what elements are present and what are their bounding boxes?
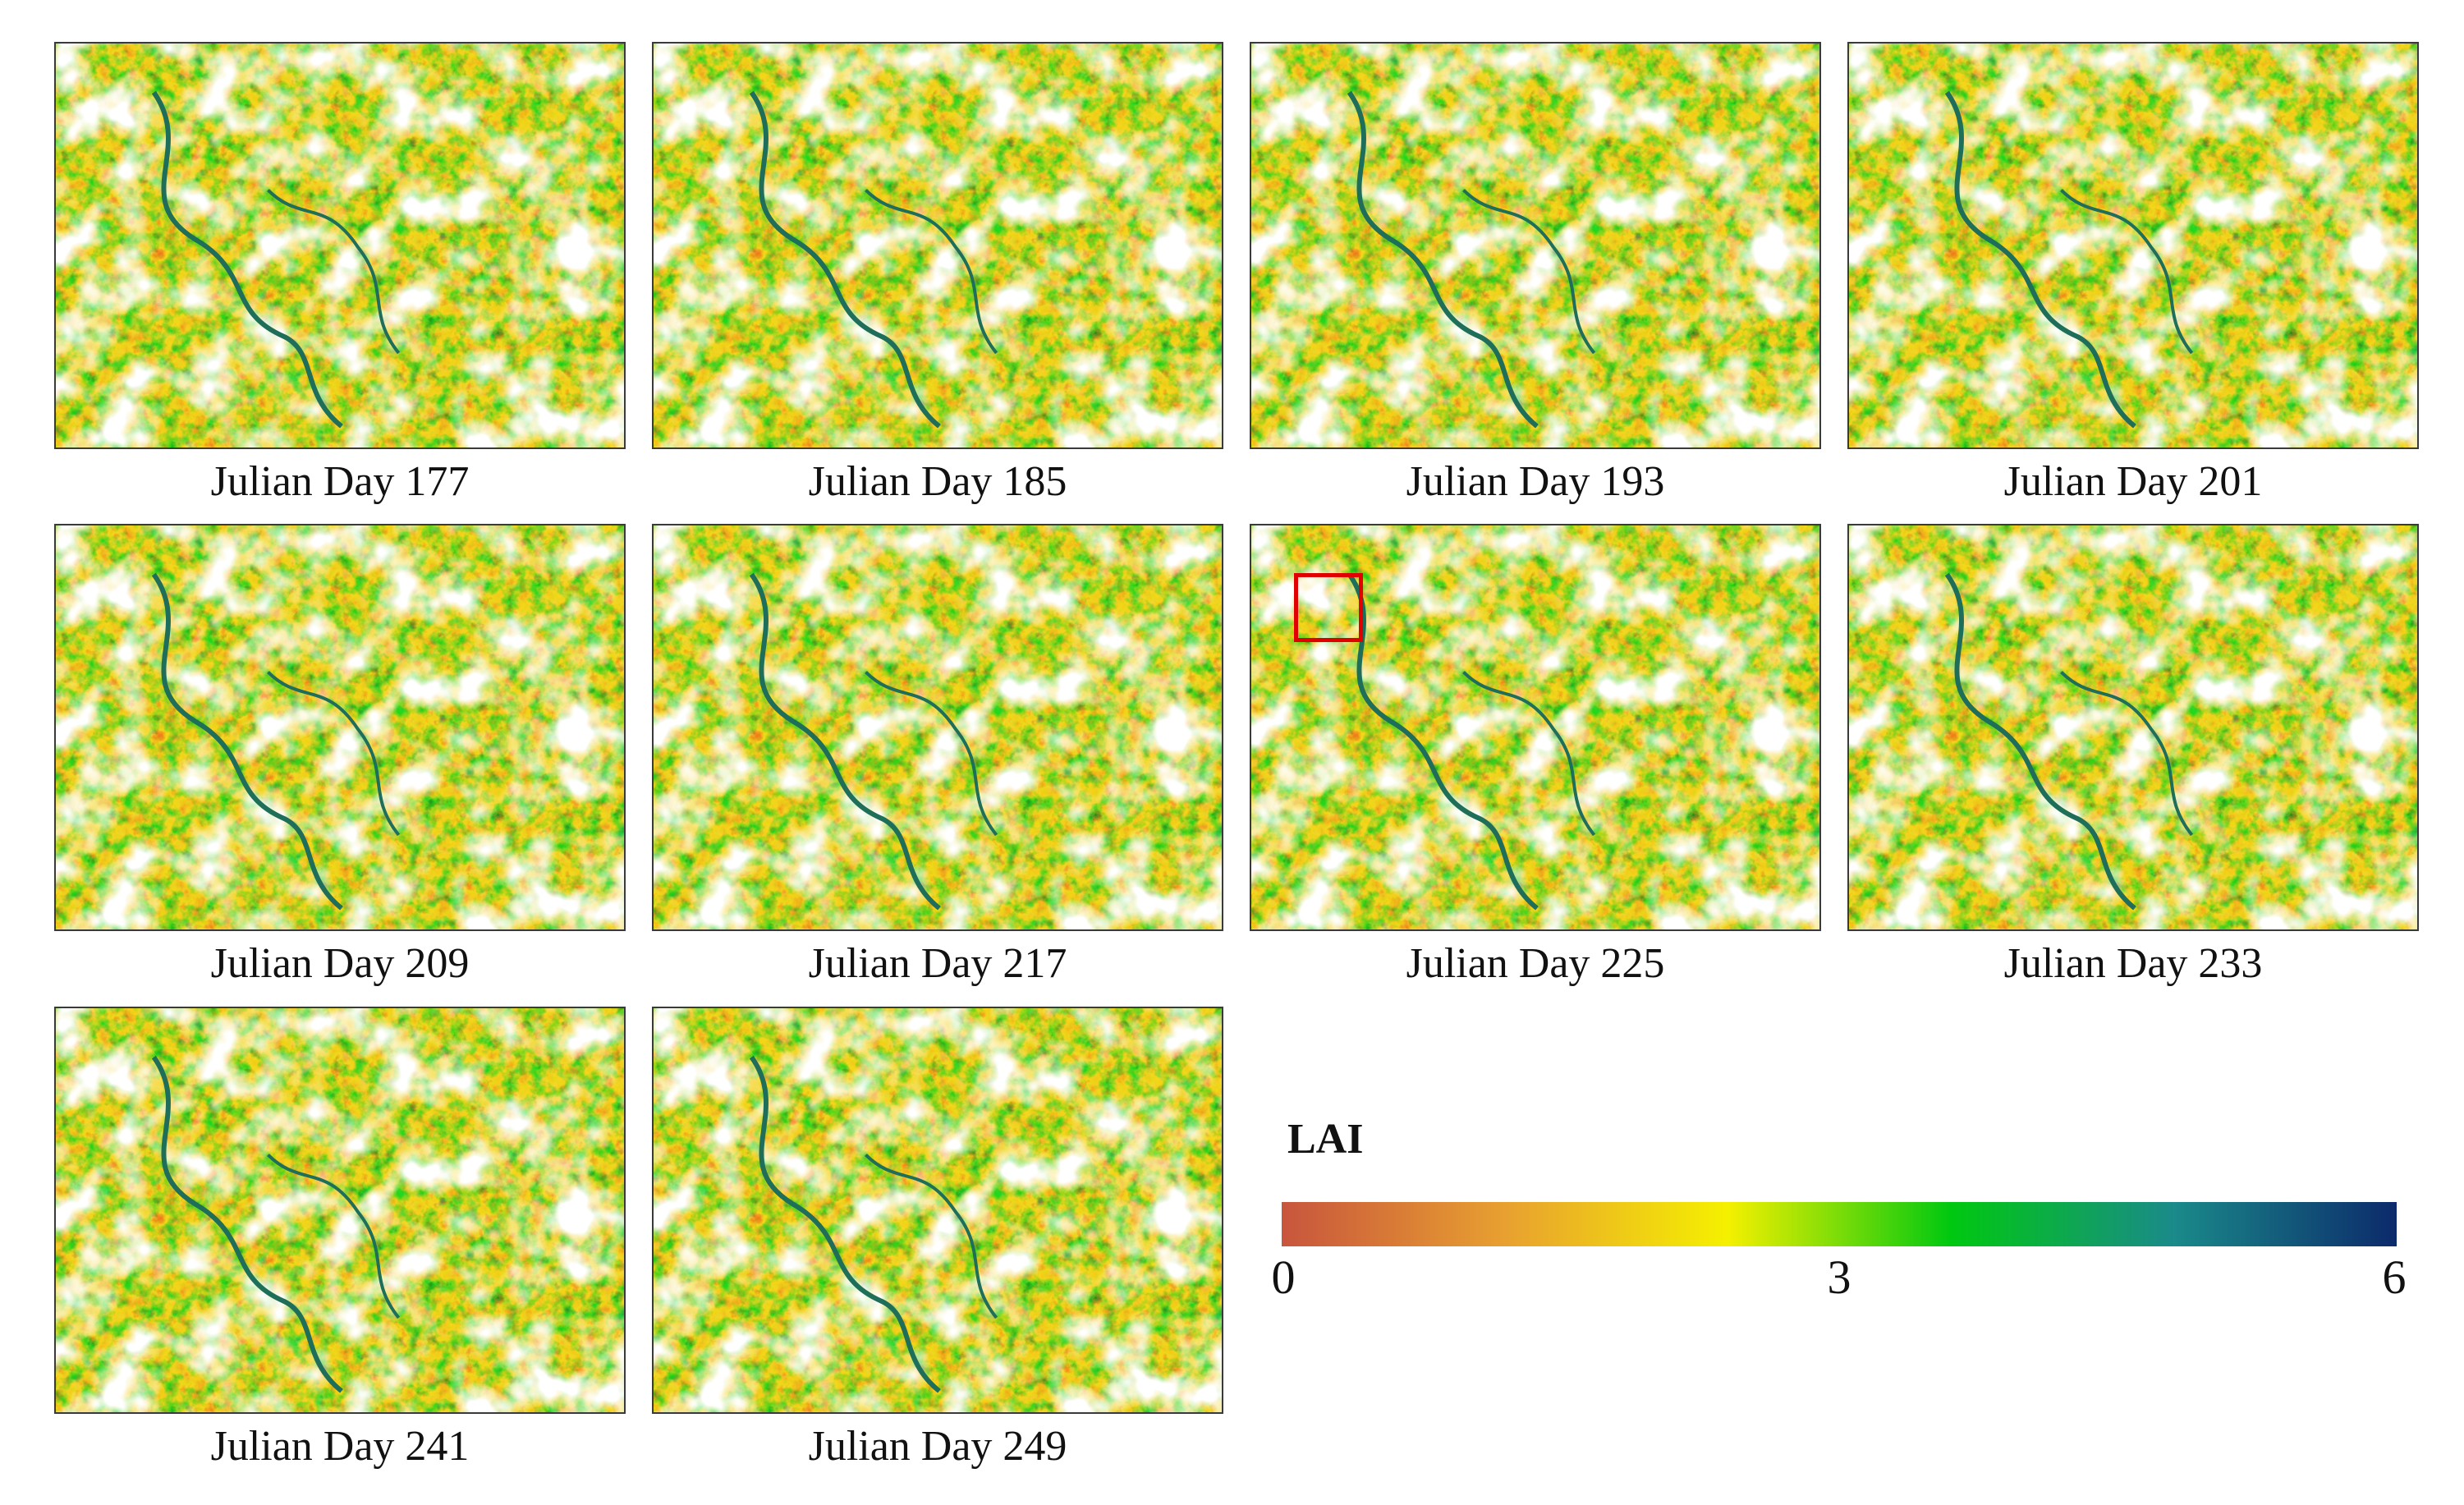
panel-caption: Julian Day 209 (210, 940, 470, 987)
panel-caption: Julian Day 217 (808, 940, 1067, 987)
lai-map-panel-193 (1250, 42, 1821, 449)
panel-caption: Julian Day 201 (2003, 458, 2263, 505)
panel-caption: Julian Day 177 (210, 458, 470, 505)
lai-map-panel-225 (1250, 524, 1821, 931)
panel-caption: Julian Day 225 (1406, 940, 1665, 987)
lai-map-panel-201 (1847, 42, 2419, 449)
lai-map-panel-217 (652, 524, 1223, 931)
lai-map-panel-241 (54, 1007, 626, 1414)
lai-map-panel-185 (652, 42, 1223, 449)
region-of-interest-box (1294, 573, 1363, 642)
lai-map-panel-177 (54, 42, 626, 449)
colorbar-tick-mid: 3 (1827, 1250, 1851, 1304)
lai-map-image (654, 44, 1222, 447)
panel-caption: Julian Day 233 (2003, 940, 2263, 987)
lai-map-image (1849, 44, 2417, 447)
colorbar-tick-min: 0 (1271, 1250, 1296, 1304)
panel-caption: Julian Day 185 (808, 458, 1067, 505)
lai-map-panel-249 (652, 1007, 1223, 1414)
legend-title: LAI (1287, 1116, 1364, 1163)
lai-map-image (1849, 525, 2417, 929)
panel-caption: Julian Day 241 (210, 1423, 470, 1470)
lai-map-image (1251, 44, 1819, 447)
panel-caption: Julian Day 249 (808, 1423, 1067, 1470)
lai-map-image (654, 525, 1222, 929)
lai-map-image (56, 1008, 624, 1412)
lai-map-panel-233 (1847, 524, 2419, 931)
lai-map-image (654, 1008, 1222, 1412)
lai-map-image (56, 525, 624, 929)
lai-map-image (56, 44, 624, 447)
colorbar-tick-max: 6 (2382, 1250, 2407, 1304)
lai-colorbar (1282, 1202, 2397, 1246)
panel-caption: Julian Day 193 (1406, 458, 1665, 505)
lai-map-panel-209 (54, 524, 626, 931)
